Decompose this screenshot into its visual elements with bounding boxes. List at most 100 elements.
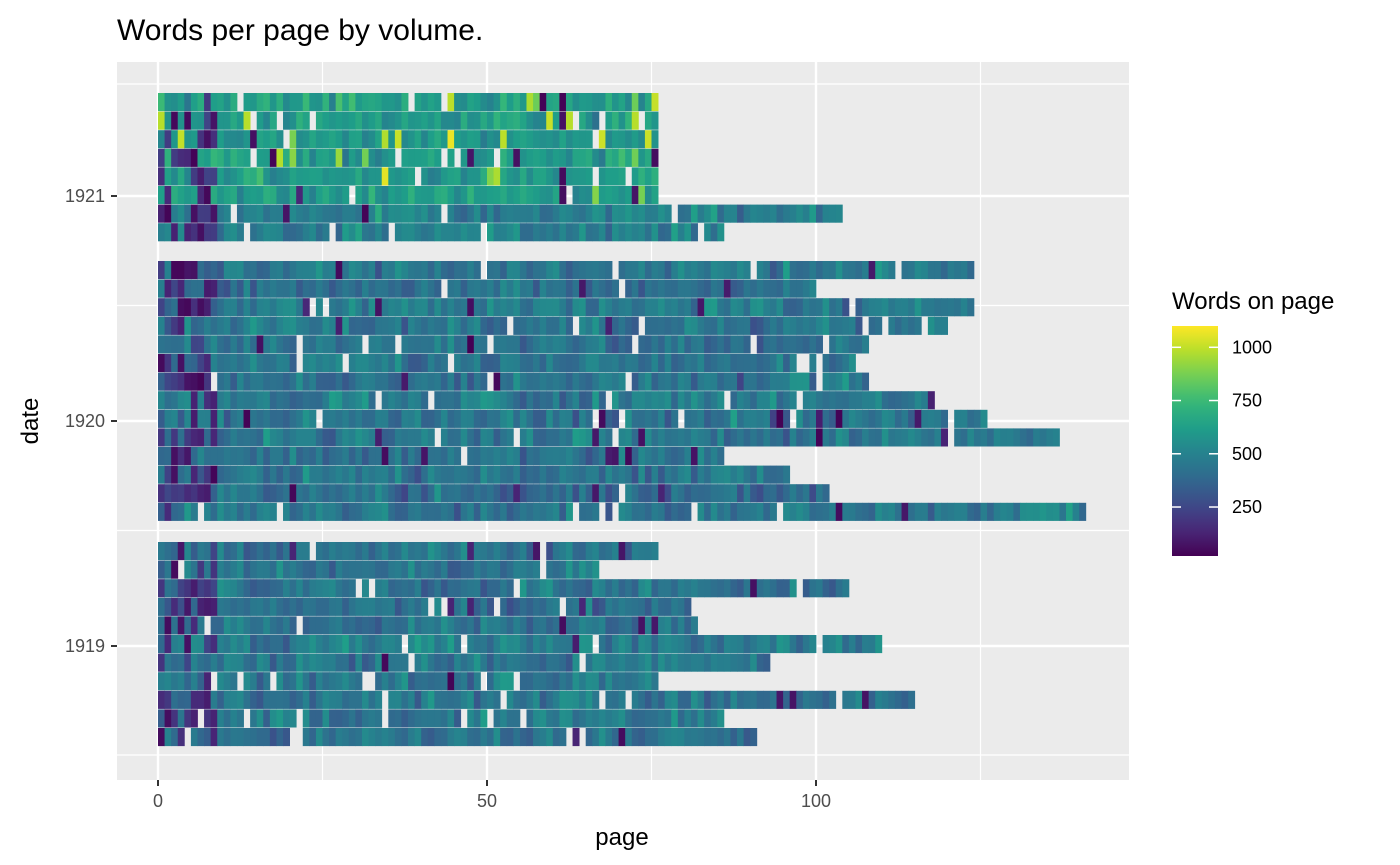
heatmap-cell (776, 354, 784, 373)
heatmap-cell (361, 728, 369, 747)
heatmap-cell (394, 409, 402, 428)
heatmap-cell (894, 502, 902, 521)
heatmap-cell (361, 130, 369, 149)
heatmap-cell (783, 635, 791, 654)
heatmap-cell (737, 635, 745, 654)
heatmap-cell (434, 690, 442, 709)
heatmap-cell (414, 93, 422, 112)
heatmap-cell (427, 111, 435, 130)
heatmap-cell (368, 560, 376, 579)
heatmap-cell (750, 409, 758, 428)
heatmap-cell (230, 111, 238, 130)
heatmap-cell (204, 502, 212, 521)
heatmap-cell (190, 465, 198, 484)
heatmap-cell (256, 111, 264, 130)
heatmap-cell (447, 690, 455, 709)
heatmap-cell (269, 616, 277, 635)
heatmap-cell (546, 502, 554, 521)
heatmap-cell (210, 223, 218, 242)
y-tick-label: 1921 (65, 186, 105, 206)
heatmap-cell (368, 690, 376, 709)
heatmap-cell (822, 502, 830, 521)
heatmap-cell (368, 542, 376, 561)
heatmap-cell (276, 354, 284, 373)
heatmap-cell (283, 372, 290, 391)
heatmap-cell (427, 465, 435, 484)
heatmap-cell (723, 261, 731, 280)
heatmap-cell (585, 635, 593, 654)
heatmap-cell (763, 409, 771, 428)
heatmap-cell (631, 391, 639, 410)
heatmap-cell (302, 167, 310, 186)
heatmap-cell (315, 335, 323, 354)
heatmap-cell (717, 465, 725, 484)
heatmap-cell (559, 130, 567, 149)
heatmap-cell (394, 167, 402, 186)
heatmap-cell (276, 542, 284, 561)
heatmap-cell (809, 635, 817, 654)
heatmap-cell (644, 354, 652, 373)
heatmap-cell (579, 261, 587, 280)
heatmap-cell (829, 391, 837, 410)
heatmap-cell (243, 186, 251, 205)
heatmap-cell (315, 391, 323, 410)
heatmap-cell (585, 728, 593, 747)
heatmap-cell (914, 409, 922, 428)
heatmap-cell (506, 542, 514, 561)
heatmap-cell (789, 372, 797, 391)
heatmap-cell (263, 186, 271, 205)
heatmap-cell (565, 709, 573, 728)
heatmap-cell (829, 502, 837, 521)
heatmap-cell (592, 597, 600, 616)
heatmap-cell (296, 542, 304, 561)
heatmap-cell (493, 465, 501, 484)
heatmap-cell (776, 484, 784, 503)
heatmap-cell (408, 635, 416, 654)
heatmap-cell (263, 635, 271, 654)
heatmap-cell (190, 579, 198, 598)
heatmap-cell (434, 653, 442, 672)
heatmap-cell (283, 616, 290, 635)
heatmap-cell (381, 279, 389, 298)
heatmap-cell (888, 428, 896, 447)
heatmap-cell (697, 635, 705, 654)
heatmap-cell (355, 428, 363, 447)
heatmap-cell (539, 579, 547, 598)
heatmap-cell (993, 428, 1001, 447)
heatmap-cell (388, 391, 396, 410)
heatmap-cell (361, 542, 369, 561)
heatmap-cell (519, 447, 527, 466)
heatmap-cell (289, 579, 297, 598)
heatmap-cell (217, 261, 225, 280)
heatmap-cell (572, 93, 580, 112)
heatmap-cell (361, 372, 369, 391)
heatmap-cell (526, 167, 534, 186)
heatmap-cell (263, 354, 271, 373)
heatmap-cell (783, 372, 791, 391)
heatmap-cell (750, 579, 758, 598)
heatmap-cell (289, 148, 297, 167)
heatmap-cell (888, 690, 896, 709)
heatmap-cell (677, 709, 685, 728)
heatmap-cell (401, 690, 409, 709)
heatmap-cell (967, 298, 975, 317)
heatmap-cell (842, 635, 850, 654)
heatmap-cell (230, 579, 238, 598)
heatmap-cell (697, 316, 705, 335)
heatmap-cell (552, 502, 560, 521)
heatmap-cell (572, 635, 580, 654)
heatmap-cell (348, 672, 356, 691)
heatmap-cell (256, 484, 264, 503)
heatmap-cell (342, 130, 350, 149)
heatmap-cell (618, 465, 626, 484)
heatmap-cell (697, 465, 705, 484)
heatmap-cell (796, 635, 804, 654)
heatmap-cell (171, 542, 179, 561)
heatmap-cell (677, 204, 685, 223)
heatmap-cell (329, 709, 337, 728)
heatmap-cell (539, 597, 547, 616)
heatmap-cell (789, 391, 797, 410)
heatmap-cell (329, 690, 337, 709)
heatmap-cell (506, 635, 514, 654)
